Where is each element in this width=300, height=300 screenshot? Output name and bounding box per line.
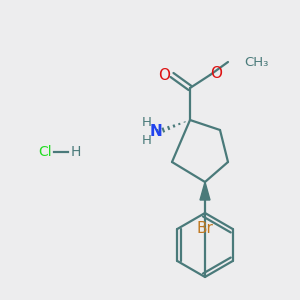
Text: H: H — [71, 145, 81, 159]
Polygon shape — [200, 182, 210, 200]
Text: O: O — [158, 68, 170, 82]
Text: H: H — [142, 134, 152, 148]
Text: N: N — [150, 124, 162, 140]
Text: O: O — [210, 67, 222, 82]
Text: Br: Br — [196, 221, 213, 236]
Text: CH₃: CH₃ — [244, 56, 268, 68]
Text: Cl: Cl — [38, 145, 52, 159]
Text: H: H — [142, 116, 152, 130]
